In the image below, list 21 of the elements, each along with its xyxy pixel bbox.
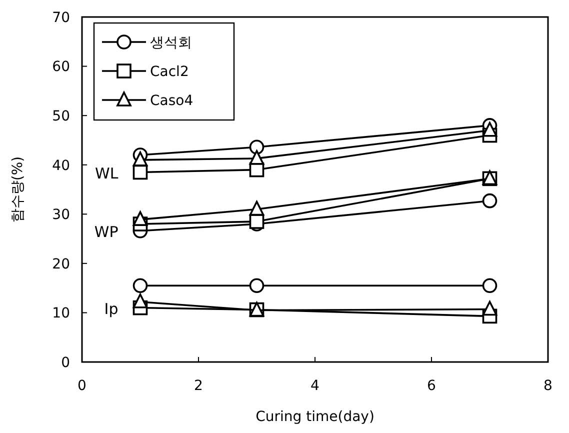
legend-label: Caso4 xyxy=(150,92,194,109)
legend-label: Cacl2 xyxy=(150,64,189,80)
y-tick-label: 40 xyxy=(52,158,70,174)
y-tick-label: 0 xyxy=(61,354,70,371)
x-axis-title: Curing time(day) xyxy=(256,409,374,425)
y-tick-label: 60 xyxy=(52,59,70,76)
y-tick-label: 50 xyxy=(52,108,70,124)
y-tick-label: 10 xyxy=(52,306,70,322)
y-tick-label: 20 xyxy=(52,256,70,272)
legend-label: 생석회 xyxy=(150,34,192,51)
y-tick-label: 30 xyxy=(52,207,70,224)
x-tick-label: 6 xyxy=(427,378,436,394)
x-tick-label: 0 xyxy=(78,378,86,394)
annotation: Ip xyxy=(104,300,118,318)
x-tick-label: 2 xyxy=(194,378,203,394)
annotation: WL xyxy=(95,164,119,182)
x-tick-label: 4 xyxy=(310,378,320,394)
y-axis-title: 함수량(%) xyxy=(10,156,26,223)
x-tick-label: 8 xyxy=(544,378,552,394)
y-tick-label: 70 xyxy=(52,10,70,26)
annotation: WP xyxy=(94,222,118,241)
